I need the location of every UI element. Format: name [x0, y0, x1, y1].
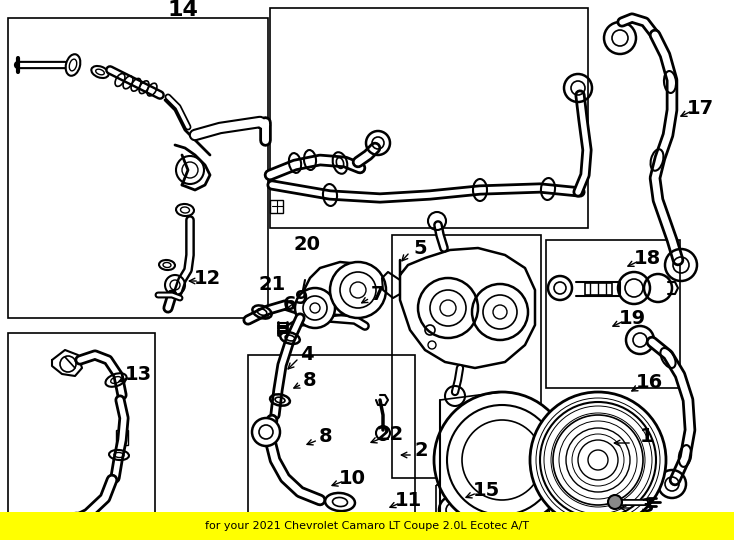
Ellipse shape	[69, 59, 77, 71]
Text: 15: 15	[473, 481, 500, 500]
Circle shape	[540, 402, 656, 518]
Circle shape	[295, 288, 335, 328]
Text: 1: 1	[640, 427, 654, 446]
Text: 11: 11	[394, 490, 421, 510]
Circle shape	[259, 425, 273, 439]
Circle shape	[434, 392, 570, 528]
Circle shape	[578, 440, 618, 480]
Text: 7: 7	[371, 286, 385, 305]
Circle shape	[462, 420, 542, 500]
Circle shape	[566, 428, 630, 492]
Bar	[8, 18, 268, 318]
Ellipse shape	[65, 54, 80, 76]
Circle shape	[608, 495, 622, 509]
Bar	[270, 200, 283, 213]
Circle shape	[553, 415, 643, 505]
Text: 13: 13	[125, 364, 151, 383]
Text: 22: 22	[377, 426, 404, 444]
Bar	[392, 235, 541, 478]
Circle shape	[350, 282, 366, 298]
Text: 12: 12	[193, 268, 221, 287]
Circle shape	[252, 418, 280, 446]
Bar	[585, 283, 612, 295]
Circle shape	[530, 392, 666, 528]
Text: 9: 9	[295, 288, 309, 307]
Bar	[0, 512, 734, 540]
Text: 3: 3	[640, 496, 654, 516]
Bar	[116, 430, 128, 445]
Text: 20: 20	[294, 235, 321, 254]
Text: 10: 10	[338, 469, 366, 488]
Text: 19: 19	[619, 308, 646, 327]
Circle shape	[330, 262, 386, 318]
Bar	[270, 8, 588, 228]
Text: 6: 6	[283, 295, 297, 314]
Text: 5: 5	[413, 239, 426, 258]
Text: 17: 17	[686, 98, 713, 118]
Bar	[546, 240, 680, 388]
Bar	[8, 333, 155, 520]
Circle shape	[310, 303, 320, 313]
Text: 18: 18	[633, 248, 661, 267]
Bar	[436, 485, 571, 540]
Circle shape	[588, 450, 608, 470]
Text: 16: 16	[636, 374, 663, 393]
Text: 8: 8	[303, 370, 317, 389]
Text: 14: 14	[167, 0, 198, 20]
Circle shape	[303, 296, 327, 320]
Text: 8: 8	[319, 428, 333, 447]
Circle shape	[340, 272, 376, 308]
Ellipse shape	[91, 66, 109, 78]
Circle shape	[447, 405, 557, 515]
Text: 4: 4	[300, 346, 314, 365]
Text: for your 2021 Chevrolet Camaro LT Coupe 2.0L Ecotec A/T: for your 2021 Chevrolet Camaro LT Coupe …	[205, 521, 529, 531]
Bar	[248, 355, 415, 535]
Ellipse shape	[95, 69, 104, 75]
Text: 21: 21	[258, 275, 286, 294]
Text: 2: 2	[414, 441, 428, 460]
